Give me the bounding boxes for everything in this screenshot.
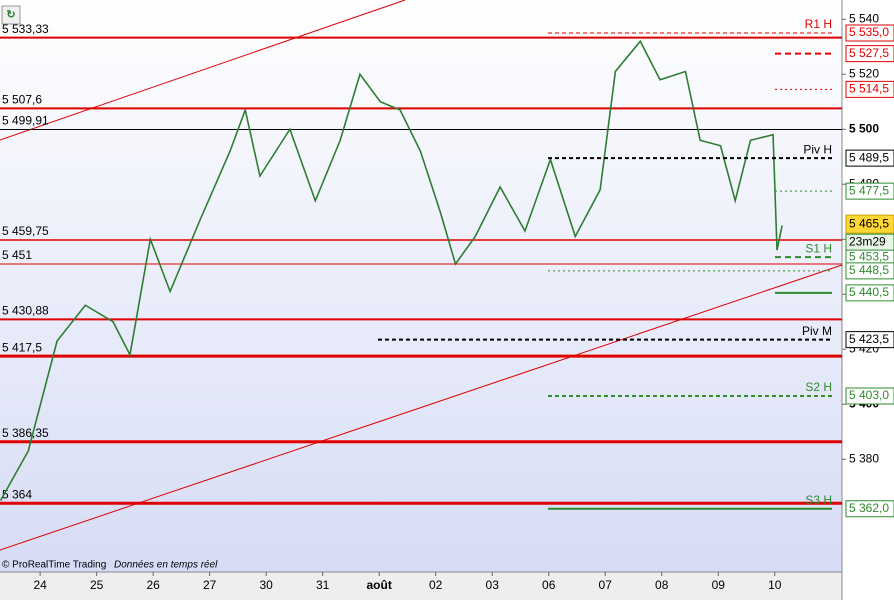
tool-icon-glyph[interactable]: ↻ — [6, 9, 15, 21]
pivot-box — [845, 24, 894, 42]
pivot-value-label: 5 535,0 — [849, 25, 889, 39]
timer-label: 23m29 — [849, 234, 886, 248]
pivot-value-label: 5 423,5 — [849, 332, 889, 346]
tool-icon[interactable] — [1, 5, 21, 25]
level-label: 5 459,75 — [2, 224, 49, 238]
level-label: 5 386,35 — [2, 426, 49, 440]
pivot-name: S3 H — [805, 493, 832, 507]
x-tick-label: 10 — [768, 578, 782, 592]
level-label: 5 451 — [2, 248, 32, 262]
pivot-box — [845, 262, 894, 280]
pivot-box — [845, 149, 894, 167]
pivot-value-label: 5 489,5 — [849, 150, 889, 164]
x-tick-label: 31 — [316, 578, 330, 592]
pivot-name: Piv M — [802, 324, 832, 338]
x-tick-label: 08 — [655, 578, 669, 592]
x-tick-label: 07 — [599, 578, 613, 592]
current-price-box — [845, 214, 894, 234]
x-tick-label: 27 — [203, 578, 217, 592]
pivot-box — [845, 500, 894, 518]
pivot-box — [845, 45, 894, 63]
x-tick-label: 02 — [429, 578, 443, 592]
x-tick-label: 06 — [542, 578, 556, 592]
x-tick-label: 25 — [90, 578, 104, 592]
pivot-value-label: 5 403,0 — [849, 388, 889, 402]
pivot-value-label: 5 527,5 — [849, 46, 889, 60]
watermark-note: Données en temps réel — [114, 560, 218, 571]
pivot-value-label: 5 440,5 — [849, 285, 889, 299]
pivot-name: S2 H — [805, 380, 832, 394]
pivot-value-label: 5 448,5 — [849, 263, 889, 277]
plot-background — [0, 0, 842, 572]
x-tick-label: 24 — [33, 578, 47, 592]
trend-line — [0, 0, 406, 141]
pivot-value-label: 5 362,0 — [849, 501, 889, 515]
y-tick-label: 5 520 — [849, 66, 879, 80]
x-tick-label: août — [367, 578, 392, 592]
watermark: © ProRealTime Trading — [2, 560, 106, 571]
current-price-label: 5 465,5 — [849, 216, 889, 230]
pivot-value-label: 5 453,5 — [849, 249, 889, 263]
pivot-box — [845, 182, 894, 200]
timer-box — [845, 233, 894, 251]
pivot-box — [845, 284, 894, 302]
pivot-value-label: 5 477,5 — [849, 183, 889, 197]
x-axis-background — [0, 572, 842, 600]
y-tick-label: 5 380 — [849, 451, 879, 465]
pivot-box — [845, 387, 894, 405]
pivot-value-label: 5 514,5 — [849, 82, 889, 96]
pivot-box — [845, 331, 894, 349]
y-tick-label: 5 540 — [849, 11, 879, 25]
level-label: 5 507,6 — [2, 93, 42, 107]
x-tick-label: 09 — [712, 578, 726, 592]
pivot-box — [845, 80, 894, 98]
level-label: 5 533,33 — [2, 22, 49, 36]
pivot-name: R1 H — [805, 17, 832, 31]
x-tick-label: 30 — [259, 578, 273, 592]
x-tick-label: 03 — [486, 578, 500, 592]
level-label: 5 430,88 — [2, 304, 49, 318]
pivot-name: S1 H — [805, 241, 832, 255]
x-tick-label: 26 — [146, 578, 160, 592]
level-label: 5 364 — [2, 487, 32, 501]
pivot-name: Piv H — [803, 142, 832, 156]
price-line — [0, 39, 783, 501]
level-label: 5 499,91 — [2, 114, 49, 128]
y-tick-label: 5 500 — [849, 121, 879, 135]
level-label: 5 417,5 — [2, 340, 42, 354]
